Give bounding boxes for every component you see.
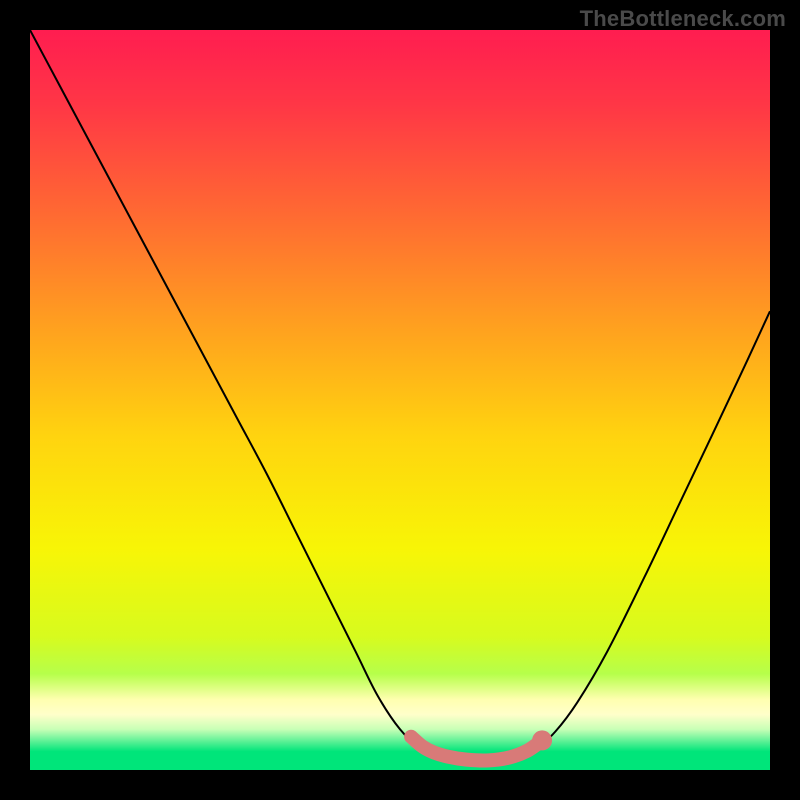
watermark-text: TheBottleneck.com — [580, 6, 786, 32]
series-bottom-highlight-end-marker — [532, 730, 552, 750]
chart-frame: TheBottleneck.com — [0, 0, 800, 800]
chart-background — [30, 30, 770, 770]
chart-svg — [30, 30, 770, 770]
chart-plot-area — [30, 30, 770, 770]
